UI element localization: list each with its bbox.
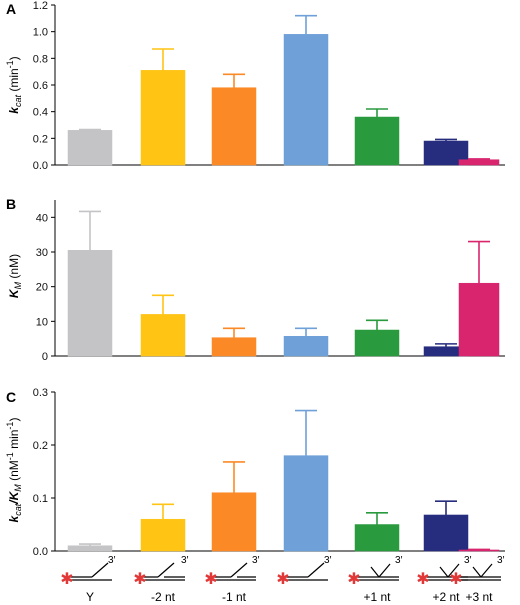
y-tick-label: 0.4: [33, 107, 48, 119]
bar-4: [283, 455, 329, 552]
substrate-diagram-6: ✱3′: [416, 555, 471, 588]
y-tick-label: 1.0: [33, 27, 48, 39]
bar-2: [140, 70, 186, 166]
three-prime-label: 3′: [497, 555, 505, 566]
y-tick-label: 0.1: [33, 493, 48, 505]
substrate-diagram-1: ✱ 3′: [60, 555, 115, 588]
panel-letter: A: [6, 1, 16, 17]
y-tick-label: 40: [36, 212, 48, 224]
y-tick-label: 0.8: [33, 53, 48, 65]
category-label: +1 nt: [363, 590, 391, 604]
y-axis-label: kcat/KM (nM-1 min-1): [5, 418, 23, 523]
panel-letter: B: [6, 196, 16, 212]
y-tick-label: 0.3: [33, 387, 48, 399]
fluorophore-star-icon: ✱: [416, 569, 429, 588]
y-axis-label: KM (nM): [7, 254, 23, 298]
panel-letter: C: [6, 389, 16, 405]
bar-3: [211, 337, 257, 357]
bar-1: [67, 545, 113, 552]
y-tick-label: 0: [42, 351, 48, 363]
bar-6: [423, 514, 469, 552]
category-label: +2 nt: [432, 590, 460, 604]
fluorophore-star-icon: ✱: [449, 569, 462, 588]
y-tick-label: 0.0: [33, 160, 48, 172]
fluorophore-star-icon: ✱: [347, 569, 360, 588]
bar-7: [458, 282, 500, 357]
y-tick-label: 0.2: [33, 133, 48, 145]
panel-b: B KM (nM) 0 10 20 30 40: [6, 196, 505, 363]
y-tick-label: 0.6: [33, 80, 48, 92]
y-tick-label: 30: [36, 247, 48, 259]
bar-2: [140, 518, 186, 552]
bar-2: [140, 314, 186, 357]
category-label: +3 nt: [465, 590, 493, 604]
fluorophore-star-icon: ✱: [133, 569, 146, 588]
substrate-diagram-7: ✱3′: [449, 555, 504, 588]
three-prime-label: 3′: [395, 555, 403, 566]
substrate-diagrams: ✱3′✱3′✱3′✱3′✱3′✱3′✱3′: [60, 555, 504, 588]
y-tick-label: 10: [36, 316, 48, 328]
category-label: Y: [86, 590, 94, 604]
bar-5: [354, 524, 400, 552]
bar-5: [354, 116, 400, 166]
three-prime-label: 3′: [324, 555, 332, 566]
bar-4: [283, 335, 329, 357]
category-label: -2 nt: [151, 590, 176, 604]
fluorophore-star-icon: ✱: [276, 569, 289, 588]
fluorophore-star-icon: ✱: [60, 569, 73, 588]
y-tick-label: 0.0: [33, 546, 48, 558]
three-prime-label: 3′: [464, 555, 472, 566]
substrate-diagram-2: ✱ 3′: [133, 555, 188, 588]
category-labels: Y -2 nt -1 nt +1 nt +2 nt +3 nt: [86, 590, 493, 604]
fluorophore-star-icon: ✱: [204, 569, 217, 588]
three-prime-label: 3′: [108, 555, 116, 566]
y-tick-label: 20: [36, 282, 48, 294]
substrate-diagram-4: ✱ 3′: [276, 555, 331, 588]
bar-3: [211, 492, 257, 552]
substrate-diagram-3: ✱ 3′: [204, 555, 259, 588]
y-tick-label: 1.2: [33, 0, 48, 12]
bar-5: [354, 329, 400, 357]
y-tick-label: 0.2: [33, 440, 48, 452]
substrate-diagram-5: ✱ 3′: [347, 555, 402, 588]
bar-7: [458, 159, 500, 166]
category-label: -1 nt: [222, 590, 247, 604]
bar-1: [67, 250, 113, 357]
three-prime-label: 3′: [252, 555, 260, 566]
y-axis-label: kcat (min-1): [5, 56, 23, 113]
three-prime-label: 3′: [181, 555, 189, 566]
bar-1: [67, 130, 113, 166]
bar-4: [283, 34, 329, 166]
bar-3: [211, 87, 257, 166]
